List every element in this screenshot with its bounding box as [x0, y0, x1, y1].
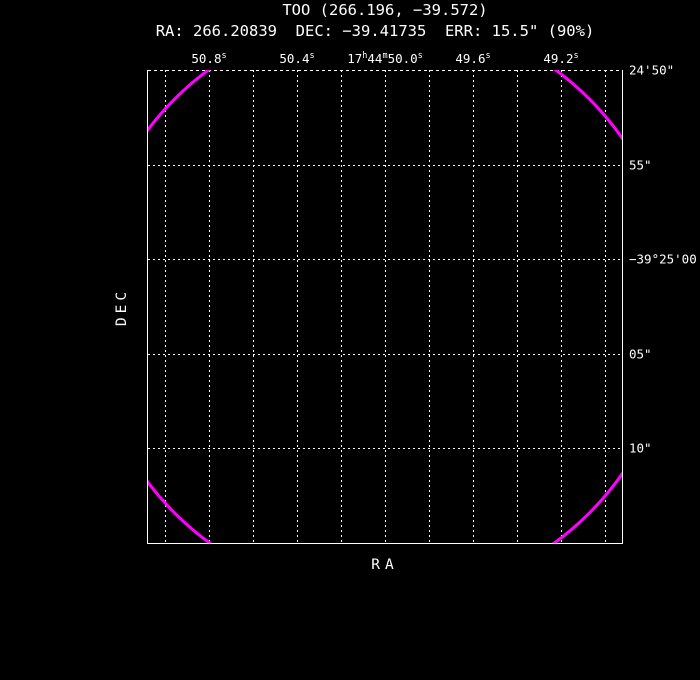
grid-vline [517, 70, 518, 543]
x-tick-label: 17h44m50.0s [347, 51, 423, 67]
error-circle-layer [148, 70, 622, 543]
grid-vline [165, 70, 166, 543]
y-tick-label: 24'50" [629, 62, 675, 78]
grid-vline [605, 70, 606, 543]
y-tick-label: −39°25'00 [629, 251, 697, 267]
grid-hline [148, 165, 622, 166]
y-tick-label: 05" [629, 346, 652, 362]
grid-vline [561, 70, 562, 543]
grid-vline [473, 70, 474, 543]
grid-hline [148, 354, 622, 355]
y-tick-label: 10" [629, 440, 652, 456]
x-tick-label: 50.4s [279, 51, 315, 67]
grid-vline [341, 70, 342, 543]
grid-hline [148, 259, 622, 260]
grid-hline [148, 448, 622, 449]
chart-subtitle: RA: 266.20839 DEC: −39.41735 ERR: 15.5" … [155, 22, 595, 40]
plot-area [147, 70, 623, 544]
y-axis-title: DEC [114, 287, 130, 327]
grid-vline [385, 70, 386, 543]
chart-title: TOO (266.196, −39.572) [282, 1, 488, 19]
error-circle [148, 70, 622, 543]
y-tick-label: 55" [629, 157, 652, 173]
grid-vline [297, 70, 298, 543]
x-tick-label: 49.2s [543, 51, 579, 67]
x-tick-label: 50.8s [191, 51, 227, 67]
grid-vline [209, 70, 210, 543]
x-tick-label: 49.6s [455, 51, 491, 67]
x-axis-title: RA [371, 557, 399, 573]
grid-vline [253, 70, 254, 543]
grid-vline [429, 70, 430, 543]
